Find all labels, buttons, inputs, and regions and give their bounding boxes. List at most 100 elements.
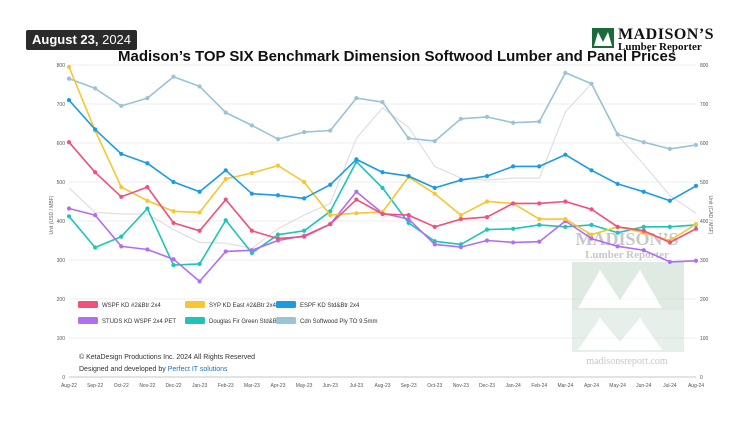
series-4 bbox=[66, 159, 699, 268]
data-point bbox=[380, 185, 385, 190]
data-point bbox=[197, 84, 202, 89]
data-point bbox=[171, 220, 176, 226]
x-tick-label: Aug-22 bbox=[61, 383, 77, 389]
x-tick-label: Oct-23 bbox=[427, 383, 442, 389]
chart-legend: WSPF KD #2&Btr 2x4 SYP KD East #2&Btr 2x4… bbox=[78, 301, 377, 325]
data-point bbox=[563, 152, 568, 157]
data-point bbox=[432, 191, 437, 196]
data-point bbox=[589, 236, 594, 241]
data-point bbox=[693, 142, 699, 148]
x-tick-label: May-23 bbox=[296, 383, 313, 389]
data-point bbox=[197, 189, 202, 194]
data-point bbox=[458, 245, 463, 250]
y-tick-label: 400 bbox=[57, 219, 66, 225]
data-point bbox=[406, 220, 411, 226]
data-point bbox=[145, 247, 150, 252]
data-point bbox=[693, 226, 699, 231]
data-point bbox=[615, 224, 620, 229]
data-point bbox=[171, 257, 176, 262]
designed-by-prefix: Designed and developed by bbox=[79, 366, 168, 373]
data-point bbox=[145, 161, 150, 166]
data-point bbox=[66, 214, 72, 219]
data-point bbox=[119, 234, 124, 239]
data-point bbox=[354, 189, 359, 194]
x-tick-label: Jul-23 bbox=[350, 383, 364, 389]
data-point bbox=[641, 224, 646, 229]
logo-name: MADISON’S bbox=[618, 26, 715, 43]
data-point bbox=[197, 261, 202, 266]
y2-tick-label: 400 bbox=[700, 219, 709, 225]
y-tick-label: 0 bbox=[62, 375, 65, 381]
date-badge: August 23, 2024 bbox=[26, 30, 138, 50]
legend-swatch bbox=[185, 317, 205, 324]
y-tick-label: 200 bbox=[57, 297, 66, 303]
y-tick-label: 100 bbox=[57, 336, 66, 342]
data-point bbox=[302, 234, 307, 239]
data-point bbox=[249, 170, 254, 176]
data-point bbox=[458, 216, 463, 222]
data-point bbox=[667, 146, 672, 151]
data-point bbox=[380, 211, 385, 217]
x-tick-label: Apr-24 bbox=[584, 383, 599, 389]
y-tick-label: 500 bbox=[57, 180, 66, 186]
data-point bbox=[197, 279, 202, 284]
data-point bbox=[615, 181, 620, 187]
y2-tick-label: 200 bbox=[700, 297, 709, 303]
data-point bbox=[563, 224, 568, 229]
x-tick-label: Jul-24 bbox=[663, 383, 677, 389]
data-point bbox=[66, 206, 72, 211]
data-point bbox=[171, 262, 176, 268]
data-point bbox=[145, 206, 150, 211]
data-point bbox=[615, 230, 620, 235]
data-point bbox=[537, 119, 542, 124]
x-tick-label: Jan-23 bbox=[192, 383, 208, 389]
legend-label: WSPF KD #2&Btr 2x4 bbox=[102, 303, 161, 309]
data-point bbox=[223, 197, 228, 202]
legend-item: ESPF KD Std&Btr 2x4 bbox=[276, 301, 360, 309]
series-2 bbox=[66, 98, 699, 203]
logo-mark-icon bbox=[592, 28, 614, 48]
data-point bbox=[328, 209, 333, 214]
legend-swatch bbox=[276, 301, 296, 308]
data-point bbox=[249, 191, 254, 196]
watermark: MADISON’S Lumber Reporter madisonsreport… bbox=[572, 229, 684, 367]
data-point bbox=[223, 176, 228, 181]
y-axis-ticks: 0 100 200 300 400 500 600 700 800 bbox=[57, 63, 66, 381]
x-tick-label: Oct-22 bbox=[114, 383, 129, 389]
data-point bbox=[302, 196, 307, 201]
data-point bbox=[406, 174, 411, 179]
data-point bbox=[249, 248, 254, 253]
designer-link[interactable]: Perfect IT solutions bbox=[168, 366, 228, 373]
data-point bbox=[432, 242, 437, 247]
x-tick-label: Nov-23 bbox=[453, 383, 469, 389]
data-point bbox=[589, 168, 594, 173]
data-point bbox=[380, 99, 385, 105]
copyright-text: © KetaDesign Productions Inc. 2024 All R… bbox=[79, 353, 255, 361]
data-point bbox=[66, 140, 72, 145]
x-tick-label: Mar-23 bbox=[244, 383, 260, 389]
watermark-mark-icon bbox=[572, 262, 684, 352]
x-tick-label: May-24 bbox=[609, 383, 626, 389]
data-point bbox=[667, 259, 672, 265]
legend-swatch bbox=[276, 317, 296, 324]
data-point bbox=[93, 86, 98, 91]
data-point bbox=[484, 114, 490, 119]
chart-title: Madison’s TOP SIX Benchmark Dimension So… bbox=[118, 48, 677, 65]
y-tick-label: 800 bbox=[57, 63, 66, 69]
data-point bbox=[223, 110, 228, 115]
data-point bbox=[302, 228, 307, 233]
data-point bbox=[406, 216, 411, 222]
data-point bbox=[615, 244, 620, 249]
data-point bbox=[328, 222, 333, 227]
date-year: 2024 bbox=[102, 32, 132, 47]
data-point bbox=[93, 127, 98, 132]
data-point bbox=[511, 240, 516, 245]
logo-subtitle: Lumber Reporter bbox=[618, 41, 702, 53]
data-point bbox=[249, 123, 254, 128]
data-point bbox=[93, 213, 98, 218]
data-point bbox=[484, 174, 490, 179]
y2-tick-label: 0 bbox=[700, 375, 703, 381]
data-point bbox=[537, 164, 542, 169]
data-point bbox=[119, 184, 124, 190]
